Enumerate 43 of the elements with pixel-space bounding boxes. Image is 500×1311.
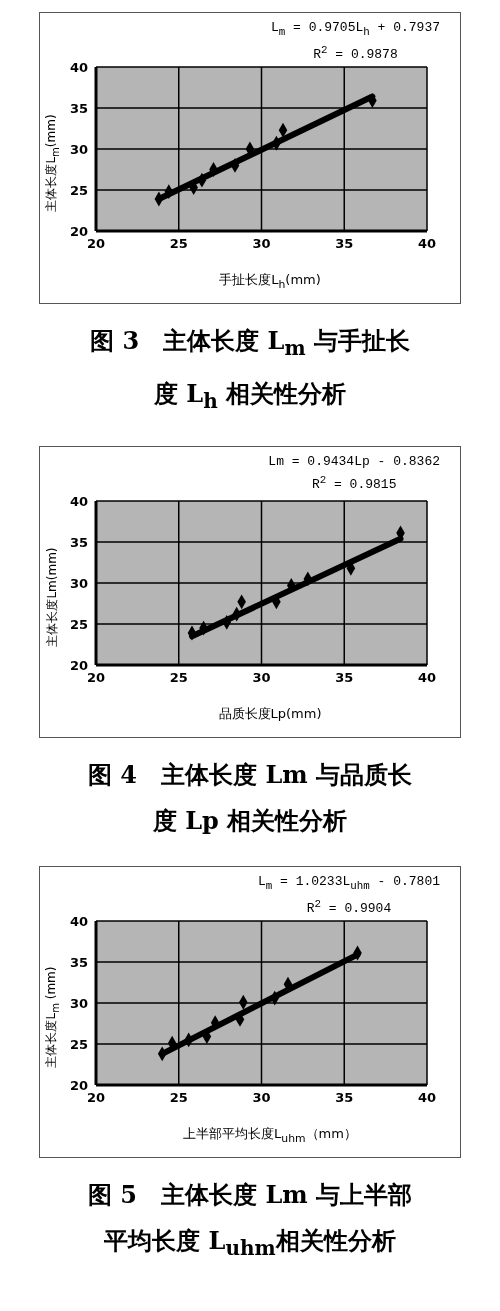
text: Lm = 0.9434Lp - 0.8362 xyxy=(268,453,440,469)
x-tick-label: 30 xyxy=(252,1089,271,1105)
x-axis-title: 手扯长度L$_{h}$(mm) xyxy=(219,272,321,291)
x-tick-label: 20 xyxy=(86,1089,106,1105)
y-tick-label: 25 xyxy=(69,1036,88,1052)
y-tick-label: 35 xyxy=(69,100,88,116)
x-tick-label: 30 xyxy=(252,669,271,685)
text: L$_{m}$ = 1.0233L$_{uhm}$ - 0.7801 xyxy=(257,873,440,892)
x-tick-label: 35 xyxy=(335,236,354,252)
x-axis-title: 品质长度Lp(mm) xyxy=(218,705,322,721)
y-tick-label: 30 xyxy=(69,141,88,157)
x-tick-label: 25 xyxy=(169,1089,188,1105)
text: 图 4 主体长度 Lm 与品质长度 Lp 相关性分析 xyxy=(87,759,413,835)
y-tick-label: 25 xyxy=(69,182,88,198)
x-tick-label: 20 xyxy=(86,669,106,685)
chart-title: 图 3 主体长度 L$_{m}$ 与手扯长度 L$_{h}$ 相关性分析 xyxy=(90,326,410,413)
text: R$^{2}$ = 0.9815 xyxy=(311,473,397,492)
x-tick-label: 25 xyxy=(169,669,188,685)
x-tick-label: 30 xyxy=(252,236,271,252)
x-tick-label: 20 xyxy=(86,236,106,252)
y-tick-label: 25 xyxy=(69,616,88,632)
text: R$^{2}$ = 0.9904 xyxy=(306,897,392,916)
x-tick-label: 35 xyxy=(335,669,354,685)
y-tick-label: 35 xyxy=(69,534,88,550)
y-tick-label: 40 xyxy=(69,493,88,509)
x-tick-label: 40 xyxy=(417,236,437,252)
x-tick-label: 25 xyxy=(169,236,188,252)
text: R$^{2}$ = 0.9878 xyxy=(313,43,398,62)
y-tick-label: 40 xyxy=(69,59,88,75)
x-tick-label: 40 xyxy=(417,669,437,685)
y-tick-label: 20 xyxy=(69,1077,88,1093)
text: 图 5 主体长度 Lm 与上半部平均长度 L$_{uhm}$相关性分析 xyxy=(87,1179,413,1260)
y-tick-label: 35 xyxy=(69,954,88,970)
y-tick-label: 40 xyxy=(69,913,88,929)
y-axis-title: 主体长度Lm(mm) xyxy=(44,547,59,647)
y-tick-label: 20 xyxy=(69,223,88,239)
x-tick-label: 40 xyxy=(417,1089,437,1105)
x-tick-label: 35 xyxy=(335,1089,354,1105)
y-tick-label: 30 xyxy=(69,995,88,1011)
x-axis-title: 上半部平均长度L$_{uhm}$（mm） xyxy=(183,1125,357,1145)
text: L$_{m}$ = 0.9705L$_{h}$ + 0.7937 xyxy=(270,20,440,38)
y-tick-label: 20 xyxy=(69,657,88,673)
y-tick-label: 30 xyxy=(69,575,88,591)
